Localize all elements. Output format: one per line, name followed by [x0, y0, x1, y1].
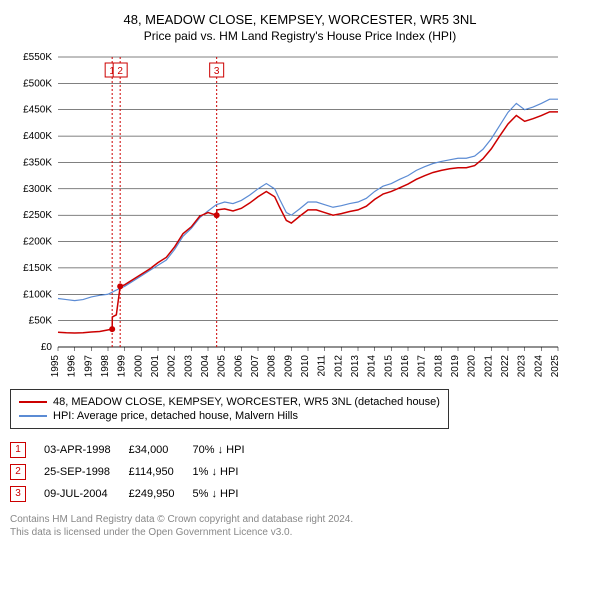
svg-text:2000: 2000	[133, 355, 144, 378]
svg-text:2020: 2020	[467, 355, 478, 378]
svg-text:2025: 2025	[550, 355, 561, 378]
svg-text:2021: 2021	[483, 355, 494, 378]
svg-text:1998: 1998	[100, 355, 111, 378]
sale-delta: 5% ↓ HPI	[193, 483, 263, 505]
legend-label: HPI: Average price, detached house, Malv…	[53, 410, 298, 422]
sale-marker-badge: 2	[10, 464, 26, 480]
svg-text:2012: 2012	[333, 355, 344, 378]
legend-row: HPI: Average price, detached house, Malv…	[19, 410, 440, 422]
svg-text:2017: 2017	[417, 355, 428, 378]
svg-text:1995: 1995	[50, 355, 61, 378]
svg-text:3: 3	[214, 66, 220, 77]
svg-text:1999: 1999	[117, 355, 128, 378]
svg-text:2011: 2011	[317, 355, 328, 377]
sale-price: £34,000	[129, 439, 193, 461]
svg-text:£150K: £150K	[23, 263, 52, 274]
svg-text:2010: 2010	[300, 355, 311, 378]
legend-label: 48, MEADOW CLOSE, KEMPSEY, WORCESTER, WR…	[53, 396, 440, 408]
svg-text:£100K: £100K	[23, 289, 52, 300]
chart-title: 48, MEADOW CLOSE, KEMPSEY, WORCESTER, WR…	[10, 12, 590, 27]
svg-text:2001: 2001	[150, 355, 161, 378]
svg-text:£350K: £350K	[23, 157, 52, 168]
chart-subtitle: Price paid vs. HM Land Registry's House …	[10, 29, 590, 43]
svg-text:2023: 2023	[517, 355, 528, 378]
table-row: 1 03-APR-1998£34,00070% ↓ HPI	[10, 439, 263, 461]
svg-text:£500K: £500K	[23, 78, 52, 89]
table-row: 3 09-JUL-2004£249,9505% ↓ HPI	[10, 483, 263, 505]
svg-text:2022: 2022	[500, 355, 511, 378]
svg-text:2003: 2003	[183, 355, 194, 378]
chart-area: £0 £50K £100K £150K £200K £250K £300K £350K £400…	[10, 51, 590, 381]
svg-text:2016: 2016	[400, 355, 411, 378]
svg-text:2015: 2015	[383, 355, 394, 378]
svg-text:1997: 1997	[83, 355, 94, 378]
footnote-line2: This data is licensed under the Open Gov…	[10, 527, 292, 538]
svg-text:£0: £0	[41, 342, 53, 353]
svg-text:£50K: £50K	[29, 316, 53, 327]
sale-price: £249,950	[129, 483, 193, 505]
svg-text:2014: 2014	[367, 355, 378, 378]
sale-date: 03-APR-1998	[44, 439, 129, 461]
footnote: Contains HM Land Registry data © Crown c…	[10, 513, 590, 539]
legend-row: 48, MEADOW CLOSE, KEMPSEY, WORCESTER, WR…	[19, 396, 440, 408]
sale-date: 25-SEP-1998	[44, 461, 129, 483]
sale-price: £114,950	[129, 461, 193, 483]
svg-text:2024: 2024	[533, 355, 544, 378]
svg-text:£200K: £200K	[23, 237, 52, 248]
svg-text:2019: 2019	[450, 355, 461, 378]
svg-text:2004: 2004	[200, 355, 211, 378]
legend-swatch	[19, 401, 47, 403]
legend-swatch	[19, 415, 47, 417]
svg-text:2002: 2002	[167, 355, 178, 378]
svg-text:2: 2	[117, 66, 123, 77]
table-row: 2 25-SEP-1998£114,9501% ↓ HPI	[10, 461, 263, 483]
sale-delta: 70% ↓ HPI	[193, 439, 263, 461]
sales-table: 1 03-APR-1998£34,00070% ↓ HPI 2 25-SEP-1998…	[10, 439, 263, 505]
svg-text:£550K: £550K	[23, 52, 52, 63]
svg-text:£450K: £450K	[23, 105, 52, 116]
svg-text:£400K: £400K	[23, 131, 52, 142]
sale-marker-badge: 1	[10, 442, 26, 458]
svg-text:2007: 2007	[250, 355, 261, 378]
line-chart-svg: £0 £50K £100K £150K £200K £250K £300K £350K £400…	[10, 51, 570, 381]
svg-text:2008: 2008	[267, 355, 278, 378]
sale-marker-badge: 3	[10, 486, 26, 502]
svg-text:£250K: £250K	[23, 210, 52, 221]
svg-text:2013: 2013	[350, 355, 361, 378]
footnote-line1: Contains HM Land Registry data © Crown c…	[10, 514, 353, 525]
svg-text:£300K: £300K	[23, 184, 52, 195]
legend-box: 48, MEADOW CLOSE, KEMPSEY, WORCESTER, WR…	[10, 389, 449, 429]
svg-text:1996: 1996	[67, 355, 78, 378]
svg-text:2018: 2018	[433, 355, 444, 378]
svg-text:2005: 2005	[217, 355, 228, 378]
sale-date: 09-JUL-2004	[44, 483, 129, 505]
svg-text:2009: 2009	[283, 355, 294, 378]
svg-text:2006: 2006	[233, 355, 244, 378]
sale-delta: 1% ↓ HPI	[193, 461, 263, 483]
